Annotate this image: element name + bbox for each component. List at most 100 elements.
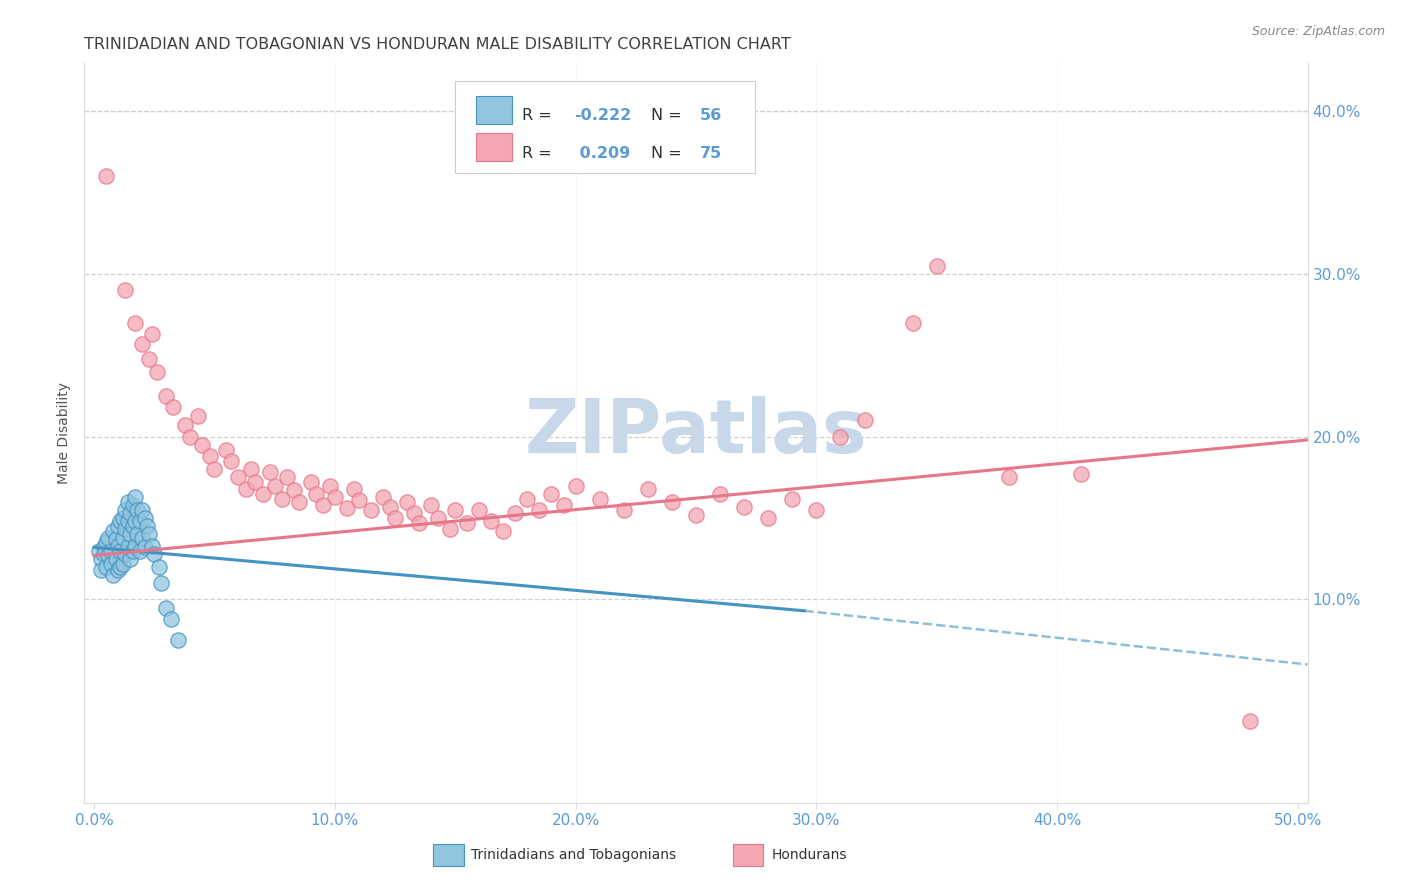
Point [162,401,184,415]
Point [121,498,143,512]
Point [110,559,132,574]
Text: N =: N = [651,108,686,123]
Point [120,506,142,520]
Point [90,563,112,577]
Point [94,559,117,574]
Text: 0.209: 0.209 [574,146,630,161]
Point [336,501,359,516]
Point [124,514,146,528]
Point [131,531,153,545]
Point [150,576,173,591]
Point [516,491,538,506]
Point [145,365,167,379]
Point [540,486,562,500]
Point [304,486,326,500]
Point [117,514,139,528]
Point [179,430,201,444]
Point [94,169,117,184]
Point [127,527,149,541]
Point [299,475,322,490]
Point [925,259,948,273]
Point [121,519,143,533]
Text: Hondurans: Hondurans [772,847,848,862]
Point [782,491,804,506]
Point [191,438,214,452]
Point [174,418,197,433]
Point [97,549,120,563]
Point [420,498,443,512]
Point [613,503,636,517]
Point [245,475,267,490]
Point [134,541,156,555]
Point [117,495,139,509]
Point [733,500,755,514]
Point [107,563,129,577]
Point [111,511,134,525]
Point [94,535,117,549]
Point [564,478,586,492]
Point [100,557,122,571]
Point [312,498,335,512]
Text: Trinidadians and Tobagonians: Trinidadians and Tobagonians [471,847,676,862]
Point [756,511,779,525]
Point [114,503,136,517]
Point [853,413,876,427]
FancyBboxPatch shape [456,81,755,173]
Point [239,462,262,476]
Text: R =: R = [522,146,557,161]
Point [117,541,139,555]
Point [343,482,366,496]
Point [97,531,120,545]
Point [124,490,146,504]
Point [198,449,221,463]
Point [131,503,153,517]
Point [110,514,132,528]
Point [93,547,115,561]
Point [685,508,707,522]
Point [427,511,450,525]
FancyBboxPatch shape [475,95,513,124]
Point [107,519,129,533]
Point [276,470,298,484]
Text: ZIPatlas: ZIPatlas [524,396,868,469]
Point [103,524,125,538]
Point [127,503,149,517]
Point [360,503,382,517]
Point [128,543,150,558]
Point [830,430,852,444]
Point [1070,467,1092,482]
Point [259,466,281,480]
Point [371,490,394,504]
Point [901,316,924,330]
Y-axis label: Male Disability: Male Disability [58,382,72,483]
Point [553,498,575,512]
Text: TRINIDADIAN AND TOBAGONIAN VS HONDURAN MALE DISABILITY CORRELATION CHART: TRINIDADIAN AND TOBAGONIAN VS HONDURAN M… [84,37,792,52]
Point [114,547,136,561]
Point [456,516,478,530]
Point [202,462,225,476]
Point [404,506,426,520]
Point [155,389,177,403]
Point [93,541,115,555]
Point [120,551,142,566]
Point [439,523,461,537]
Point [444,503,467,517]
Point [492,524,515,538]
Point [104,532,127,546]
Point [124,539,146,553]
Point [806,503,828,517]
Point [148,559,170,574]
Point [143,547,166,561]
Text: N =: N = [651,146,686,161]
Point [319,478,342,492]
Point [287,495,309,509]
Text: Source: ZipAtlas.com: Source: ZipAtlas.com [1251,25,1385,38]
Point [219,454,242,468]
Text: 75: 75 [700,146,721,161]
Point [215,442,238,457]
Point [107,539,129,553]
FancyBboxPatch shape [733,844,763,866]
Point [186,409,208,423]
Point [380,500,402,514]
Point [1239,714,1261,729]
